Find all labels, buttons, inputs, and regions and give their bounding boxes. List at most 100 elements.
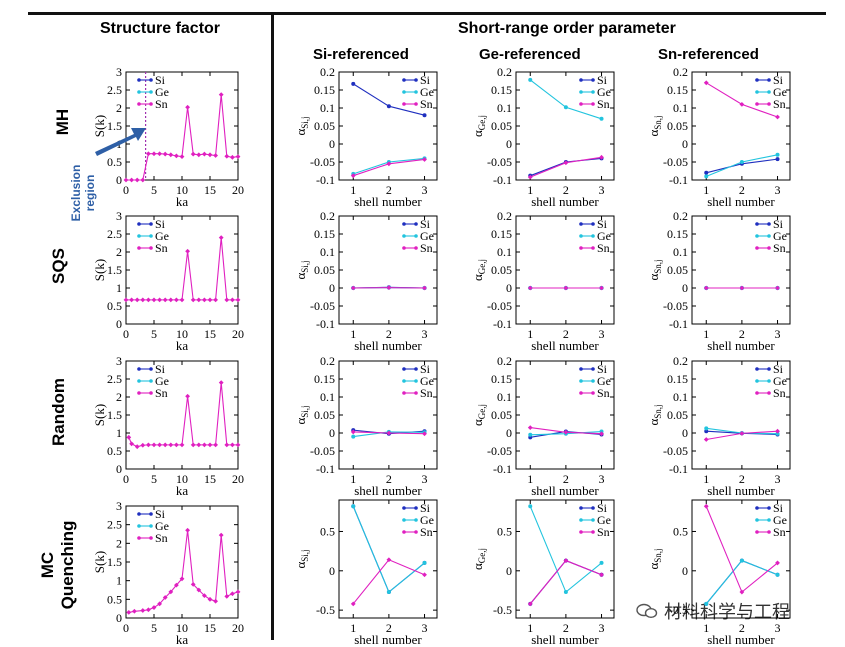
legend-label-si: Si xyxy=(420,362,431,376)
data-point-sn xyxy=(230,442,235,448)
legend-marker-ge xyxy=(579,234,583,238)
data-point-sn xyxy=(703,437,709,442)
legend-marker-ge xyxy=(591,90,595,94)
data-point-sn xyxy=(775,114,780,120)
y-tick-label: 2.5 xyxy=(107,518,122,532)
data-point-sn xyxy=(599,572,604,578)
legend-marker-ge xyxy=(414,518,418,522)
legend-label-sn: Sn xyxy=(155,531,168,545)
data-point-si xyxy=(704,170,709,175)
y-tick-label: 0 xyxy=(116,173,122,187)
data-point-sn xyxy=(168,589,174,595)
legend-label-ge: Ge xyxy=(155,229,169,243)
y-axis-label: αSn,j xyxy=(646,548,663,569)
y-axis-label-subscript: Ge,j xyxy=(477,115,487,130)
x-tick-label: 0 xyxy=(123,183,129,197)
data-point-sn xyxy=(179,576,185,582)
y-tick-label: -0.1 xyxy=(493,173,512,187)
data-point-ge xyxy=(563,105,568,110)
legend-label-ge: Ge xyxy=(420,513,434,527)
y-tick-label: 2.5 xyxy=(107,372,122,386)
data-point-sn xyxy=(207,442,213,448)
data-point-sn xyxy=(599,285,604,291)
y-tick-label: 1.5 xyxy=(107,263,122,277)
data-point-sn xyxy=(185,104,190,110)
x-axis-label: shell number xyxy=(707,483,775,498)
x-tick-label: 1 xyxy=(703,472,709,486)
data-point-si xyxy=(386,104,391,109)
y-tick-label: 0.2 xyxy=(673,209,688,223)
legend-marker-sn xyxy=(579,246,583,250)
x-tick-label: 3 xyxy=(422,472,428,486)
data-point-sn xyxy=(126,434,132,440)
legend-marker-sn xyxy=(591,391,595,395)
legend-label-ge: Ge xyxy=(155,519,169,533)
data-point-ge xyxy=(775,152,780,157)
data-point-sn xyxy=(739,102,745,107)
data-point-sn xyxy=(146,442,151,448)
y-axis-label-subscript: Sn,j xyxy=(653,115,663,129)
y-axis-label-subscript: Sn,j xyxy=(653,259,663,273)
y-axis-label-subscript: Si,j xyxy=(300,405,310,417)
y-tick-label: -0.05 xyxy=(663,299,688,313)
x-tick-label: 1 xyxy=(350,183,356,197)
data-point-sn xyxy=(527,601,533,607)
y-tick-label: 0 xyxy=(329,137,335,151)
legend-marker-ge xyxy=(402,518,406,522)
y-tick-label: -0.1 xyxy=(493,462,512,476)
legend-label-si: Si xyxy=(773,362,784,376)
data-point-sn xyxy=(157,601,162,607)
legend-marker-sn xyxy=(579,102,583,106)
legend-label-ge: Ge xyxy=(420,229,434,243)
y-tick-label: 0.05 xyxy=(491,263,512,277)
legend-marker-sn xyxy=(767,391,771,395)
data-point-sn xyxy=(224,593,230,599)
data-point-sn xyxy=(224,442,230,448)
legend-marker-sn xyxy=(591,102,595,106)
y-axis-label-subscript: Ge,j xyxy=(477,259,487,274)
y-tick-label: 2.5 xyxy=(107,83,122,97)
data-point-sn xyxy=(196,152,202,158)
x-tick-label: 3 xyxy=(599,183,605,197)
legend-marker-si xyxy=(149,512,153,516)
data-point-sn xyxy=(422,285,427,291)
y-tick-label: 0.1 xyxy=(320,101,335,115)
x-tick-label: 2 xyxy=(563,472,569,486)
y-tick-label: 0 xyxy=(506,281,512,295)
legend-marker-si xyxy=(591,78,595,82)
y-tick-label: 0.5 xyxy=(320,524,335,538)
data-point-sn xyxy=(151,297,157,303)
y-tick-label: 0 xyxy=(116,462,122,476)
x-tick-label: 1 xyxy=(350,327,356,341)
x-tick-label: 20 xyxy=(232,327,244,341)
legend-label-ge: Ge xyxy=(773,374,787,388)
data-point-sn xyxy=(185,248,190,254)
y-tick-label: 0.15 xyxy=(667,227,688,241)
data-point-sn xyxy=(146,151,151,157)
legend-marker-ge xyxy=(149,90,153,94)
wechat-icon xyxy=(636,603,658,619)
legend-marker-ge xyxy=(591,234,595,238)
legend-marker-ge xyxy=(149,234,153,238)
y-tick-label: 0.05 xyxy=(491,408,512,422)
data-point-ge xyxy=(704,426,709,431)
legend-marker-sn xyxy=(767,246,771,250)
data-point-sn xyxy=(563,558,569,563)
x-axis-label: shell number xyxy=(354,483,422,498)
y-tick-label: 0.2 xyxy=(497,209,512,223)
data-point-ge xyxy=(386,590,391,595)
legend-label-si: Si xyxy=(155,507,166,521)
x-tick-label: 20 xyxy=(232,621,244,635)
data-point-sn xyxy=(174,442,179,448)
x-tick-label: 3 xyxy=(422,621,428,635)
legend-marker-ge xyxy=(137,379,141,383)
y-tick-label: -0.05 xyxy=(310,155,335,169)
y-tick-label: 3 xyxy=(116,65,122,79)
y-tick-label: 3 xyxy=(116,209,122,223)
legend-marker-sn xyxy=(767,530,771,534)
legend-label-ge: Ge xyxy=(773,85,787,99)
legend-marker-ge xyxy=(591,379,595,383)
